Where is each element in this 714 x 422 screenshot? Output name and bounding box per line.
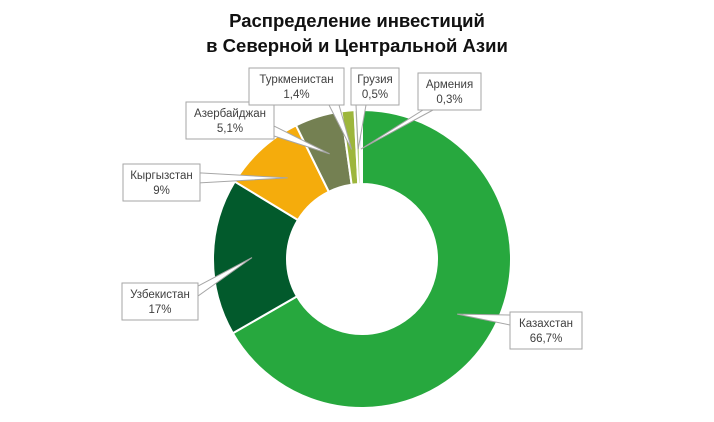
data-label-value-армения: 0,3% [436,94,462,106]
callout-box-узбекистан [121,282,199,321]
callout-box-армения [417,72,482,111]
callout-box-казахстан [509,311,583,350]
data-label-value-азербайджан: 5,1% [217,123,243,135]
data-label-value-узбекистан: 17% [148,304,171,316]
chart-slices [212,108,512,409]
data-label-name-армения: Армения [426,79,473,91]
callout-box-азербайджан [185,101,275,140]
slice-казахстан [231,108,512,409]
data-label-value-грузия: 0,5% [362,89,388,101]
data-label-value-кыргызстан: 9% [153,185,170,197]
callout-box-туркменистан [248,67,345,106]
data-label-name-кыргызстан: Кыргызстан [130,170,193,182]
chart-title: Распределение инвестиций в Северной и Це… [0,8,714,58]
data-label-value-туркменистан: 1,4% [283,89,309,101]
chart-title-line-1: Распределение инвестиций [229,10,485,31]
callout-box-грузия [350,67,400,106]
data-label-name-грузия: Грузия [357,74,393,86]
data-label-value-казахстан: 66,7% [530,333,563,345]
chart-callouts: Казахстан 66,7% Узбекистан 17% Кыргызстан 9% А… [121,67,583,350]
data-label-name-казахстан: Казахстан [519,318,573,330]
data-label-name-узбекистан: Узбекистан [130,289,190,301]
callout-box-кыргызстан [122,163,201,202]
data-label-name-азербайджан: Азербайджан [194,108,266,120]
chart-title-line-2: в Северной и Центральной Азии [206,35,508,56]
data-label-name-туркменистан: Туркменистан [259,74,333,86]
